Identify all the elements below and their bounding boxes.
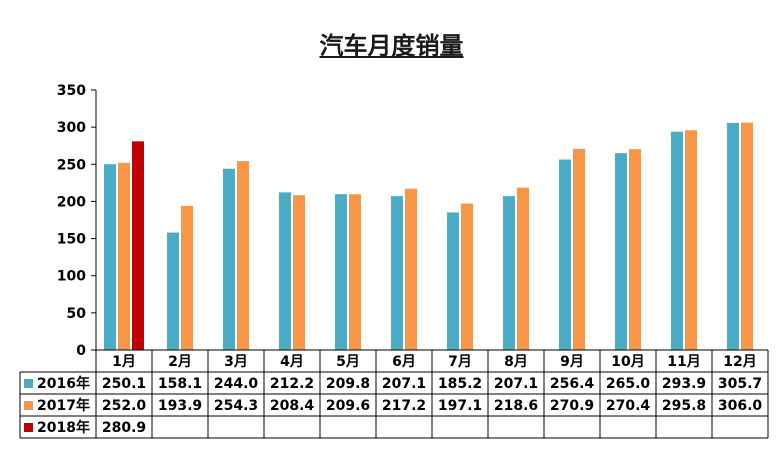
legend-swatch [24,379,33,388]
legend-swatch [24,423,33,432]
x-tick-label: 12月 [723,354,756,370]
x-tick-label: 8月 [504,354,528,370]
x-tick-label: 1月 [112,354,136,370]
bar [349,194,361,350]
bar [461,203,473,350]
y-tick-label: 350 [57,83,86,99]
x-tick-label: 7月 [448,354,472,370]
x-tick-label: 5月 [336,354,360,370]
bar [293,195,305,350]
bar [671,131,683,350]
bar [685,130,697,350]
bar [559,159,571,350]
data-label: 252.0 [102,398,147,414]
data-label: 185.2 [438,376,482,392]
data-label: 209.8 [326,376,370,392]
data-label: 207.1 [382,376,426,392]
y-tick-label: 100 [57,269,86,285]
bar [335,194,347,350]
bar [573,148,585,350]
data-label: 250.1 [102,376,146,392]
bar [181,205,193,350]
legend-label: 2018年 [37,419,90,436]
y-tick-label: 150 [57,232,86,248]
bar [405,188,417,350]
y-tick-label: 0 [76,343,86,359]
bar [727,122,739,350]
data-label: 256.4 [550,376,595,392]
data-label: 208.4 [270,398,315,414]
data-label: 244.0 [214,376,259,392]
bar [447,212,459,350]
legend-swatch [24,401,33,410]
data-label: 197.1 [438,398,482,414]
bar [118,162,130,350]
bar [132,141,144,350]
x-tick-label: 11月 [667,354,700,370]
data-label: 217.2 [382,398,426,414]
bar [391,196,403,350]
bar [517,187,529,350]
data-label: 193.9 [158,398,202,414]
x-tick-label: 10月 [611,354,644,370]
y-tick-label: 50 [67,306,87,322]
data-label: 254.3 [214,398,258,414]
x-tick-label: 6月 [392,354,416,370]
y-tick-label: 200 [57,194,86,210]
x-tick-label: 9月 [560,354,584,370]
legend-label: 2017年 [37,397,90,414]
data-label: 207.1 [494,376,538,392]
bar [615,153,627,350]
data-label: 270.4 [606,398,651,414]
x-tick-label: 4月 [280,354,304,370]
x-tick-label: 2月 [168,354,192,370]
data-label: 295.8 [662,398,706,414]
bar [237,161,249,350]
data-label: 270.9 [550,398,594,414]
data-label: 306.0 [718,398,763,414]
y-tick-label: 250 [57,157,86,173]
x-tick-label: 3月 [224,354,248,370]
chart-title: 汽车月度销量 [319,32,464,60]
data-label: 158.1 [158,376,202,392]
data-label: 212.2 [270,376,314,392]
bar [629,149,641,350]
data-label: 305.7 [718,376,762,392]
legend-label: 2016年 [37,375,90,392]
data-label: 218.6 [494,398,538,414]
data-label: 209.6 [326,398,370,414]
bar [223,168,235,350]
bar [279,192,291,350]
data-label: 280.9 [102,420,146,436]
bar [167,232,179,350]
bar [503,196,515,350]
data-label: 293.9 [662,376,706,392]
y-tick-label: 300 [57,120,86,136]
data-label: 265.0 [606,376,651,392]
bar [104,164,116,350]
bar [741,122,753,350]
